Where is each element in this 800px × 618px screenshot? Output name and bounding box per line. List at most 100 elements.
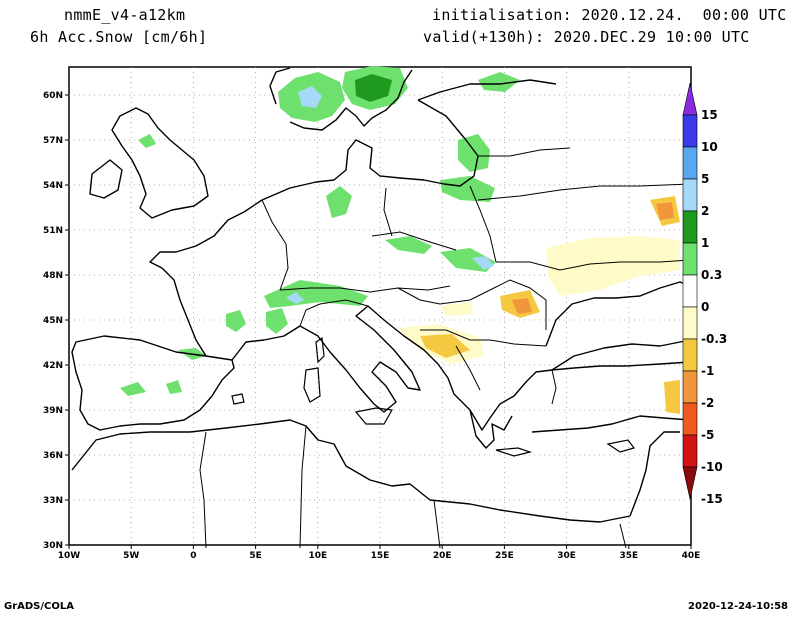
snow-field-spain-1 bbox=[120, 382, 146, 396]
colorbar-label: 2 bbox=[701, 204, 709, 218]
border-spain-france bbox=[175, 351, 207, 357]
snow-field-alps-blue bbox=[286, 292, 304, 304]
border-baltics bbox=[478, 147, 571, 157]
title-model: nmmE_v4-a12km bbox=[64, 6, 186, 24]
colorbar-label: 15 bbox=[701, 108, 718, 122]
colorbar-label: -1 bbox=[701, 364, 714, 378]
colorbar-label: 1 bbox=[701, 236, 709, 250]
snow-field-north bbox=[478, 72, 520, 92]
border-italy-north bbox=[299, 299, 369, 327]
border-alps bbox=[279, 285, 451, 293]
island-sicily bbox=[354, 407, 393, 425]
lon-tick-label: 5W bbox=[123, 551, 139, 561]
border-poland-east bbox=[469, 185, 497, 263]
lon-tick-label: 25E bbox=[495, 551, 514, 561]
lon-tick-label: 20E bbox=[433, 551, 452, 561]
border-belarus bbox=[477, 183, 691, 201]
valid-label: valid(+130h): bbox=[423, 28, 545, 46]
snow-field-germany bbox=[326, 186, 352, 218]
snow-field-massif bbox=[226, 310, 246, 332]
snow-field-czech bbox=[385, 236, 432, 254]
border-north-africa bbox=[199, 425, 627, 549]
coast-ireland bbox=[89, 159, 123, 199]
border-ukraine bbox=[496, 259, 691, 271]
colorbar-swatch bbox=[682, 434, 698, 468]
snow-field-alps bbox=[264, 280, 368, 308]
colorbar-swatch bbox=[682, 114, 698, 148]
colorbar-swatch bbox=[682, 306, 698, 340]
colorbar-swatch bbox=[682, 402, 698, 436]
coast-med-north bbox=[231, 305, 421, 413]
colorbar-label: 5 bbox=[701, 172, 709, 186]
colorbar-swatch bbox=[682, 338, 698, 372]
colorbar-top-arrow bbox=[682, 82, 698, 116]
border-czech bbox=[371, 231, 457, 251]
footer-timestamp: 2020-12-24-10:58 bbox=[688, 601, 788, 612]
lat-tick-label: 54N bbox=[43, 181, 63, 191]
coast-finland bbox=[417, 79, 557, 101]
colorbar-swatch bbox=[682, 146, 698, 180]
island-cyprus bbox=[606, 439, 636, 453]
lon-tick-label: 40E bbox=[682, 551, 701, 561]
rain-field-balkan-core bbox=[420, 334, 470, 358]
rain-field-hungary bbox=[440, 302, 474, 316]
colorbar-swatch bbox=[682, 274, 698, 308]
snow-field-baltic bbox=[458, 134, 490, 172]
coast-norway-west bbox=[269, 67, 291, 105]
coast-levant bbox=[629, 431, 680, 517]
coast-france bbox=[149, 199, 263, 357]
init-time: initialisation: 2020.12.24. 00:00 UTC bbox=[432, 6, 787, 24]
snow-field-carpathia-blue bbox=[472, 256, 494, 270]
lat-tick-label: 48N bbox=[43, 271, 63, 281]
border-germany-poland bbox=[383, 187, 393, 237]
rain-field-romania-orange bbox=[512, 298, 532, 314]
rain-field-ukraine bbox=[546, 236, 680, 296]
snow-field-norway-dark bbox=[355, 74, 392, 102]
init-value: 2020.12.24. 00:00 UTC bbox=[581, 6, 787, 24]
island-sardinia bbox=[303, 367, 321, 403]
colorbar-swatch bbox=[682, 242, 698, 276]
island-corsica bbox=[315, 336, 325, 364]
colorbar-swatch bbox=[682, 370, 698, 404]
colorbar-label: 10 bbox=[701, 140, 718, 154]
island-crete bbox=[495, 447, 533, 457]
lon-tick-label: 0 bbox=[190, 551, 196, 561]
lon-tick-label: 15E bbox=[371, 551, 390, 561]
colorbar-label: -2 bbox=[701, 396, 714, 410]
snow-field-norway-light bbox=[298, 86, 322, 108]
lat-tick-label: 60N bbox=[43, 91, 63, 101]
coast-north-africa bbox=[71, 419, 631, 523]
border-france-germany bbox=[261, 199, 289, 291]
grid-lines bbox=[68, 66, 692, 546]
lon-tick-label: 10E bbox=[308, 551, 327, 561]
lat-tick-label: 30N bbox=[43, 541, 63, 551]
valid-value: 2020.DEC.29 10:00 UTC bbox=[553, 28, 750, 46]
lon-tick-label: 30E bbox=[557, 551, 576, 561]
map-frame bbox=[68, 66, 692, 546]
valid-time: valid(+130h): 2020.DEC.29 10:00 UTC bbox=[423, 28, 750, 46]
coast-britain bbox=[111, 107, 209, 219]
snow-field-scotland bbox=[138, 134, 156, 148]
country-borders bbox=[175, 147, 691, 549]
lat-tick-label: 45N bbox=[43, 316, 63, 326]
colorbar-label: 0.3 bbox=[701, 268, 722, 282]
colorbar-bottom-arrow bbox=[682, 466, 698, 500]
lon-tick-label: 35E bbox=[619, 551, 638, 561]
lon-tick-label: 10W bbox=[58, 551, 81, 561]
coast-black-sea-south bbox=[551, 339, 691, 371]
coastlines bbox=[71, 67, 691, 523]
coast-black-sea bbox=[545, 281, 691, 347]
snow-field-french-alps bbox=[266, 308, 288, 334]
colorbar-label: -0.3 bbox=[701, 332, 727, 346]
lat-tick-label: 33N bbox=[43, 496, 63, 506]
colorbar-swatch bbox=[682, 178, 698, 212]
islands bbox=[231, 336, 636, 457]
rain-field-russia-orange bbox=[656, 202, 674, 220]
border-hungary bbox=[397, 287, 491, 305]
coast-north-sea bbox=[261, 99, 479, 201]
coast-iberia bbox=[71, 335, 235, 431]
rain-field-turkey bbox=[664, 380, 680, 414]
lon-tick-label: 5E bbox=[249, 551, 261, 561]
island-mallorca bbox=[231, 393, 245, 405]
